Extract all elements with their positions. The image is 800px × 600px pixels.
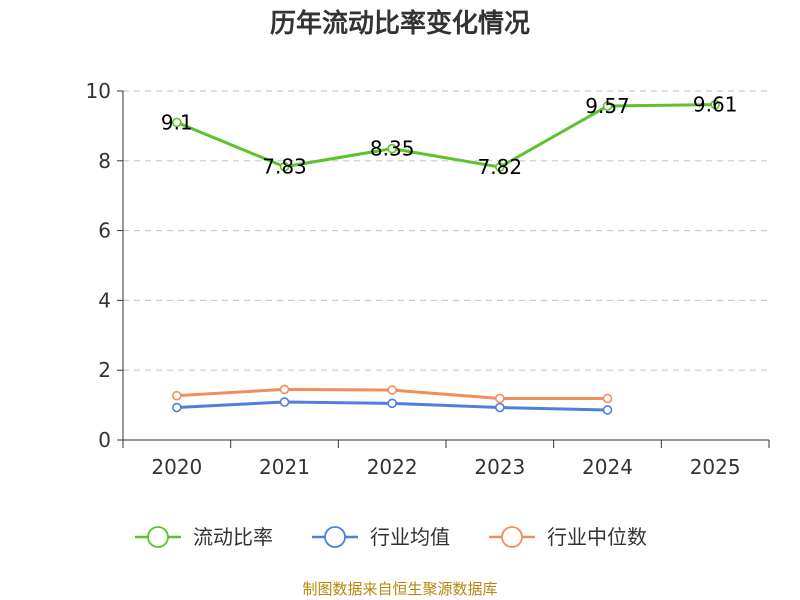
- grid-layer: [123, 90, 769, 371]
- legend-item[interactable]: 行业均值: [312, 525, 450, 549]
- data-point: [495, 162, 505, 172]
- y-tick-label: 4: [98, 288, 111, 312]
- data-point: [602, 393, 613, 404]
- data-label: 9.61: [693, 93, 738, 117]
- y-tick-label: 6: [98, 219, 111, 243]
- data-source-note: 制图数据来自恒生聚源数据库: [302, 580, 497, 598]
- chart-title: 历年流动比率变化情况: [270, 8, 530, 39]
- legend-item[interactable]: 流动比率: [135, 525, 273, 549]
- x-tick-label: 2020: [151, 455, 202, 479]
- data-label: 7.83: [262, 155, 307, 179]
- legend-marker: [147, 526, 169, 548]
- data-point: [172, 117, 182, 128]
- y-tick-label: 10: [86, 79, 111, 103]
- x-tick-label: 2025: [690, 455, 741, 479]
- legend[interactable]: 流动比率 行业均值 行业中位数: [135, 525, 647, 549]
- series-layer: [172, 99, 720, 415]
- x-tick-label: 2024: [582, 455, 633, 479]
- label-layer: 9.1 7.83 8.35 7.82 9.57 9.61: [161, 93, 738, 179]
- data-point: [602, 405, 613, 415]
- data-point: [602, 101, 613, 111]
- legend-marker: [501, 526, 523, 548]
- y-tick-label: 0: [98, 428, 111, 452]
- data-point: [279, 161, 290, 172]
- y-tick-label: 2: [98, 358, 111, 382]
- data-label: 7.82: [478, 155, 523, 179]
- data-point: [279, 397, 290, 407]
- y-tick-label: 8: [98, 149, 111, 173]
- data-point: [387, 398, 397, 409]
- data-point: [495, 393, 505, 404]
- axis-layer: 0 2 4 6 8 10 2020 2021 2022 2023 2024 2025: [86, 79, 770, 479]
- data-label: 8.35: [370, 137, 415, 161]
- x-tick-label: 2021: [259, 455, 310, 479]
- legend-label: 行业均值: [370, 525, 450, 549]
- x-tick-label: 2023: [474, 455, 525, 479]
- data-label: 9.57: [585, 94, 630, 118]
- legend-marker: [324, 526, 346, 548]
- data-point: [495, 402, 505, 413]
- legend-label: 行业中位数: [547, 525, 647, 549]
- legend-label: 流动比率: [193, 525, 273, 549]
- data-label: 9.1: [161, 110, 193, 134]
- data-point: [710, 99, 720, 110]
- data-point: [172, 402, 182, 413]
- legend-item[interactable]: 行业中位数: [489, 525, 647, 549]
- data-point: [172, 390, 182, 401]
- data-point: [279, 384, 290, 395]
- data-point: [387, 385, 397, 395]
- data-point: [387, 143, 397, 154]
- x-tick-label: 2022: [367, 455, 418, 479]
- series-line: [175, 103, 717, 169]
